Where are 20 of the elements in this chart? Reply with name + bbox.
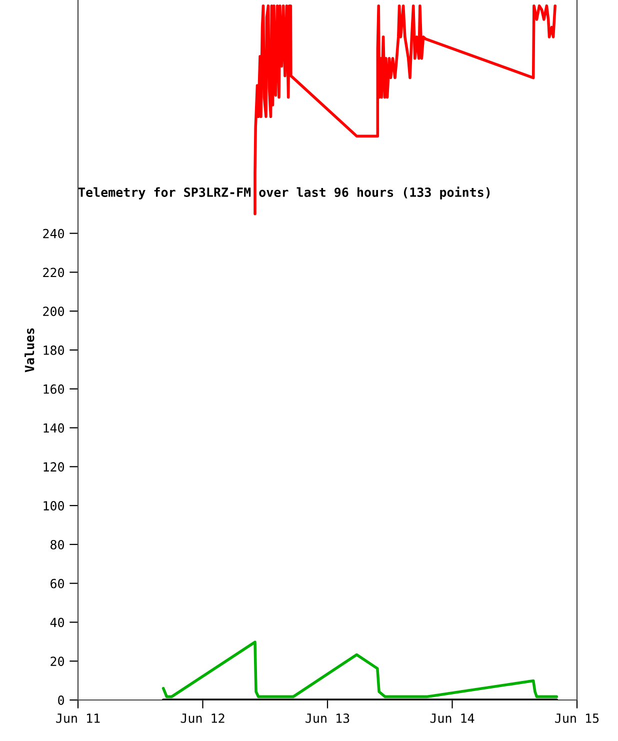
y-tick-label: 80: [50, 540, 64, 550]
y-tick-label: 180: [44, 346, 64, 355]
x-tick-label: Jun 13: [306, 713, 350, 723]
y-tick-label: 40: [50, 618, 64, 628]
y-tick-label: 60: [50, 578, 64, 588]
x-tick-label: Jun 12: [180, 713, 224, 723]
y-tick-label: 120: [44, 462, 64, 472]
y-tick-label: 0: [58, 696, 64, 705]
y-tick-label: 240: [43, 228, 64, 238]
y-tick-label: 100: [44, 501, 64, 511]
y-tick-label: 140: [44, 423, 64, 433]
x-tick-label: Jun 11: [56, 714, 100, 723]
y-tick-label: 160: [44, 384, 64, 394]
y-axis-title: Values: [24, 328, 34, 372]
y-tick-label: 220: [43, 268, 64, 278]
y-tick-label: 20: [50, 656, 64, 666]
text: Telemetry for SP3LRZ-FM over last 96 hours (133 points): [78, 186, 490, 200]
x-tick-label: Jun 14: [430, 714, 474, 723]
x-tick-label: Jun 15: [555, 714, 599, 723]
y-tick-label: 200: [43, 306, 64, 316]
